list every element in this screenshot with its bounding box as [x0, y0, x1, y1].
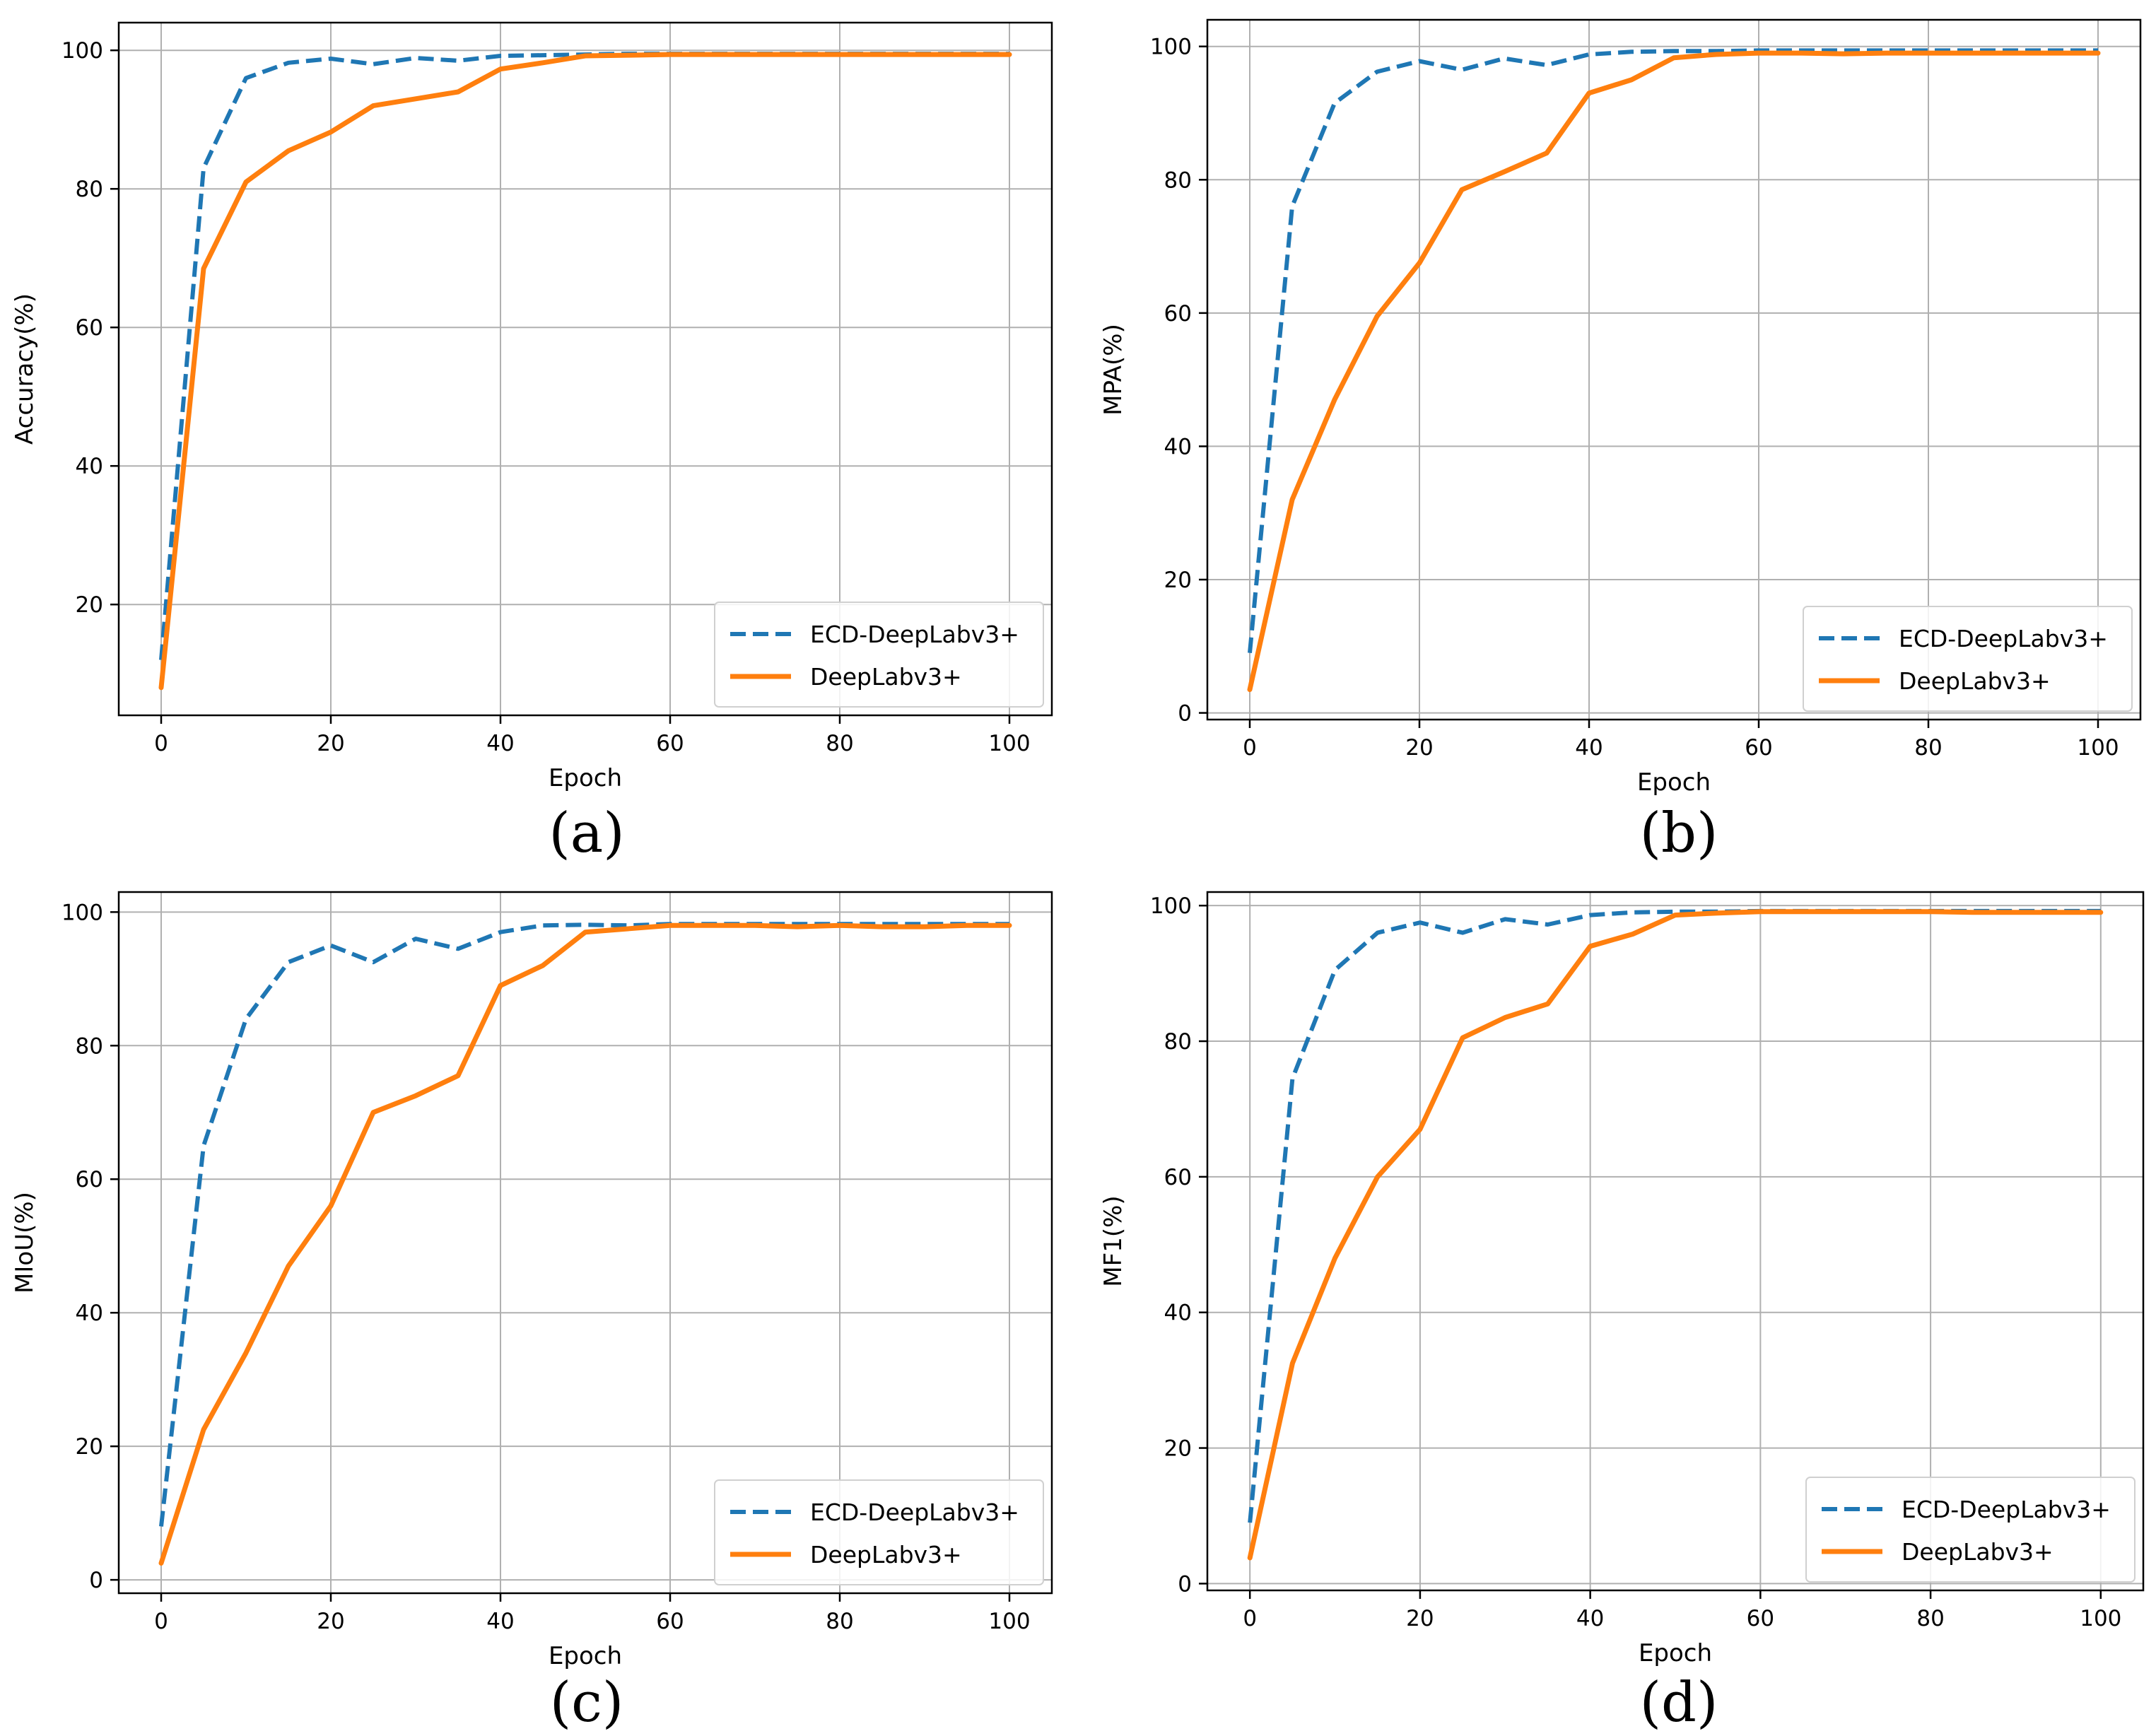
series-line-deeplabv3plus: [158, 922, 1012, 1566]
y-tick-label: 0: [1178, 701, 1192, 727]
panel-caption: (b): [1640, 802, 1718, 865]
plot-frame: [1206, 18, 2142, 721]
y-tick-label: 40: [76, 1301, 103, 1326]
x-tick-label: 60: [1745, 735, 1772, 761]
legend-label: DeepLabv3+: [810, 663, 962, 691]
x-tick-label: 100: [2077, 735, 2119, 761]
y-tick-label: 100: [1150, 35, 1192, 60]
y-tick-label: 20: [76, 1434, 103, 1460]
legend-label: ECD-DeepLabv3+: [1902, 1496, 2111, 1523]
legend-label: ECD-DeepLabv3+: [1899, 625, 2108, 652]
panel-caption: (d): [1640, 1671, 1718, 1735]
y-tick-label: 80: [1164, 168, 1192, 193]
x-tick-label: 60: [1747, 1606, 1774, 1631]
y-tick-label: 60: [76, 1167, 103, 1192]
y-tick-label: 40: [1164, 434, 1192, 459]
y-tick-label: 100: [1150, 893, 1192, 919]
x-tick-label: 40: [1576, 1606, 1604, 1631]
x-tick-label: 80: [1914, 735, 1942, 761]
x-tick-label: 100: [988, 731, 1030, 756]
plot-frame: [117, 21, 1053, 717]
legend: ECD-DeepLabv3+ DeepLabv3+: [714, 1479, 1044, 1585]
y-tick-label: 80: [1164, 1029, 1192, 1055]
legend-box: [1803, 606, 2133, 712]
legend-box: [714, 602, 1044, 708]
chart-panel-c: 0 20 40 60 80 100 0 20 40 60 80 100 Epoch MIoU(%) ECD-…: [11, 891, 1053, 1735]
y-tick-label: 20: [1164, 1436, 1192, 1462]
y-tick-label: 60: [76, 315, 103, 341]
y-axis-label: MF1(%): [1099, 1195, 1127, 1286]
y-tick-label: 0: [1178, 1571, 1192, 1597]
legend-label: DeepLabv3+: [810, 1541, 962, 1568]
x-tick-label: 100: [2080, 1606, 2121, 1631]
y-tick-label: 40: [1164, 1301, 1192, 1326]
y-tick-label: 0: [89, 1568, 103, 1593]
x-axis-label: Epoch: [549, 1642, 622, 1670]
plot-frame: [117, 891, 1053, 1595]
y-tick-label: 100: [61, 38, 103, 64]
x-tick-label: 0: [154, 731, 168, 756]
y-tick-label: 100: [61, 900, 103, 925]
legend-label: DeepLabv3+: [1899, 667, 2051, 695]
plot-frame: [1206, 891, 2145, 1592]
x-axis-label: Epoch: [549, 764, 622, 792]
series-line-ecd-deeplabv3plus: [159, 52, 1009, 660]
x-tick-label: 100: [988, 1609, 1030, 1634]
panel-caption: (a): [549, 802, 624, 865]
x-tick-label: 80: [826, 1609, 853, 1634]
legend-box: [714, 1479, 1044, 1585]
y-axis-label: MPA(%): [1099, 324, 1127, 416]
x-tick-label: 20: [1405, 735, 1433, 761]
y-tick-label: 60: [1164, 301, 1192, 327]
x-tick-label: 20: [1406, 1606, 1434, 1631]
series-line-ecd-deeplabv3plus: [159, 922, 1009, 1527]
x-tick-label: 80: [826, 731, 853, 756]
y-tick-label: 40: [76, 454, 103, 479]
legend: ECD-DeepLabv3+ DeepLabv3+: [1805, 1477, 2136, 1583]
chart-panel-a: 0 20 40 60 80 100 20 40 60 80 100 Epoch Accuracy(%) E…: [11, 21, 1053, 865]
y-axis-label: Accuracy(%): [11, 293, 39, 445]
series-line-deeplabv3plus: [1247, 909, 2104, 1561]
series-line-deeplabv3plus: [1247, 50, 2101, 693]
series-line-ecd-deeplabv3plus: [1248, 48, 2098, 653]
x-tick-label: 40: [486, 1609, 514, 1634]
legend-label: DeepLabv3+: [1902, 1538, 2054, 1566]
series-line-deeplabv3plus: [158, 52, 1012, 691]
x-tick-label: 20: [317, 731, 344, 756]
x-tick-label: 20: [317, 1609, 344, 1634]
legend: ECD-DeepLabv3+ DeepLabv3+: [714, 602, 1044, 708]
x-tick-label: 60: [656, 1609, 684, 1634]
y-tick-label: 80: [76, 177, 103, 202]
y-tick-label: 80: [76, 1033, 103, 1059]
legend-box: [1805, 1477, 2136, 1583]
x-tick-label: 40: [486, 731, 514, 756]
x-tick-label: 0: [1243, 735, 1257, 761]
y-tick-label: 20: [1164, 568, 1192, 593]
x-tick-label: 80: [1916, 1606, 1944, 1631]
x-tick-label: 40: [1575, 735, 1603, 761]
series-line-ecd-deeplabv3plus: [1248, 908, 2101, 1523]
y-tick-label: 20: [76, 592, 103, 618]
x-axis-label: Epoch: [1639, 1639, 1712, 1667]
x-tick-label: 0: [1243, 1606, 1257, 1631]
y-axis-label: MIoU(%): [11, 1192, 39, 1294]
chart-panel-d: 0 20 40 60 80 100 0 20 40 60 80 100 Epoch MF1(%) ECD-D…: [1099, 891, 2145, 1735]
panel-caption: (c): [550, 1671, 624, 1735]
legend-label: ECD-DeepLabv3+: [810, 621, 1019, 648]
y-tick-label: 60: [1164, 1165, 1192, 1190]
legend-label: ECD-DeepLabv3+: [810, 1499, 1019, 1526]
chart-panel-b: 0 20 40 60 80 100 0 20 40 60 80 100 Epoch MPA(%) ECD-D…: [1099, 18, 2142, 865]
legend: ECD-DeepLabv3+ DeepLabv3+: [1803, 606, 2133, 712]
x-tick-label: 0: [154, 1609, 168, 1634]
x-axis-label: Epoch: [1637, 768, 1711, 797]
x-tick-label: 60: [656, 731, 684, 756]
